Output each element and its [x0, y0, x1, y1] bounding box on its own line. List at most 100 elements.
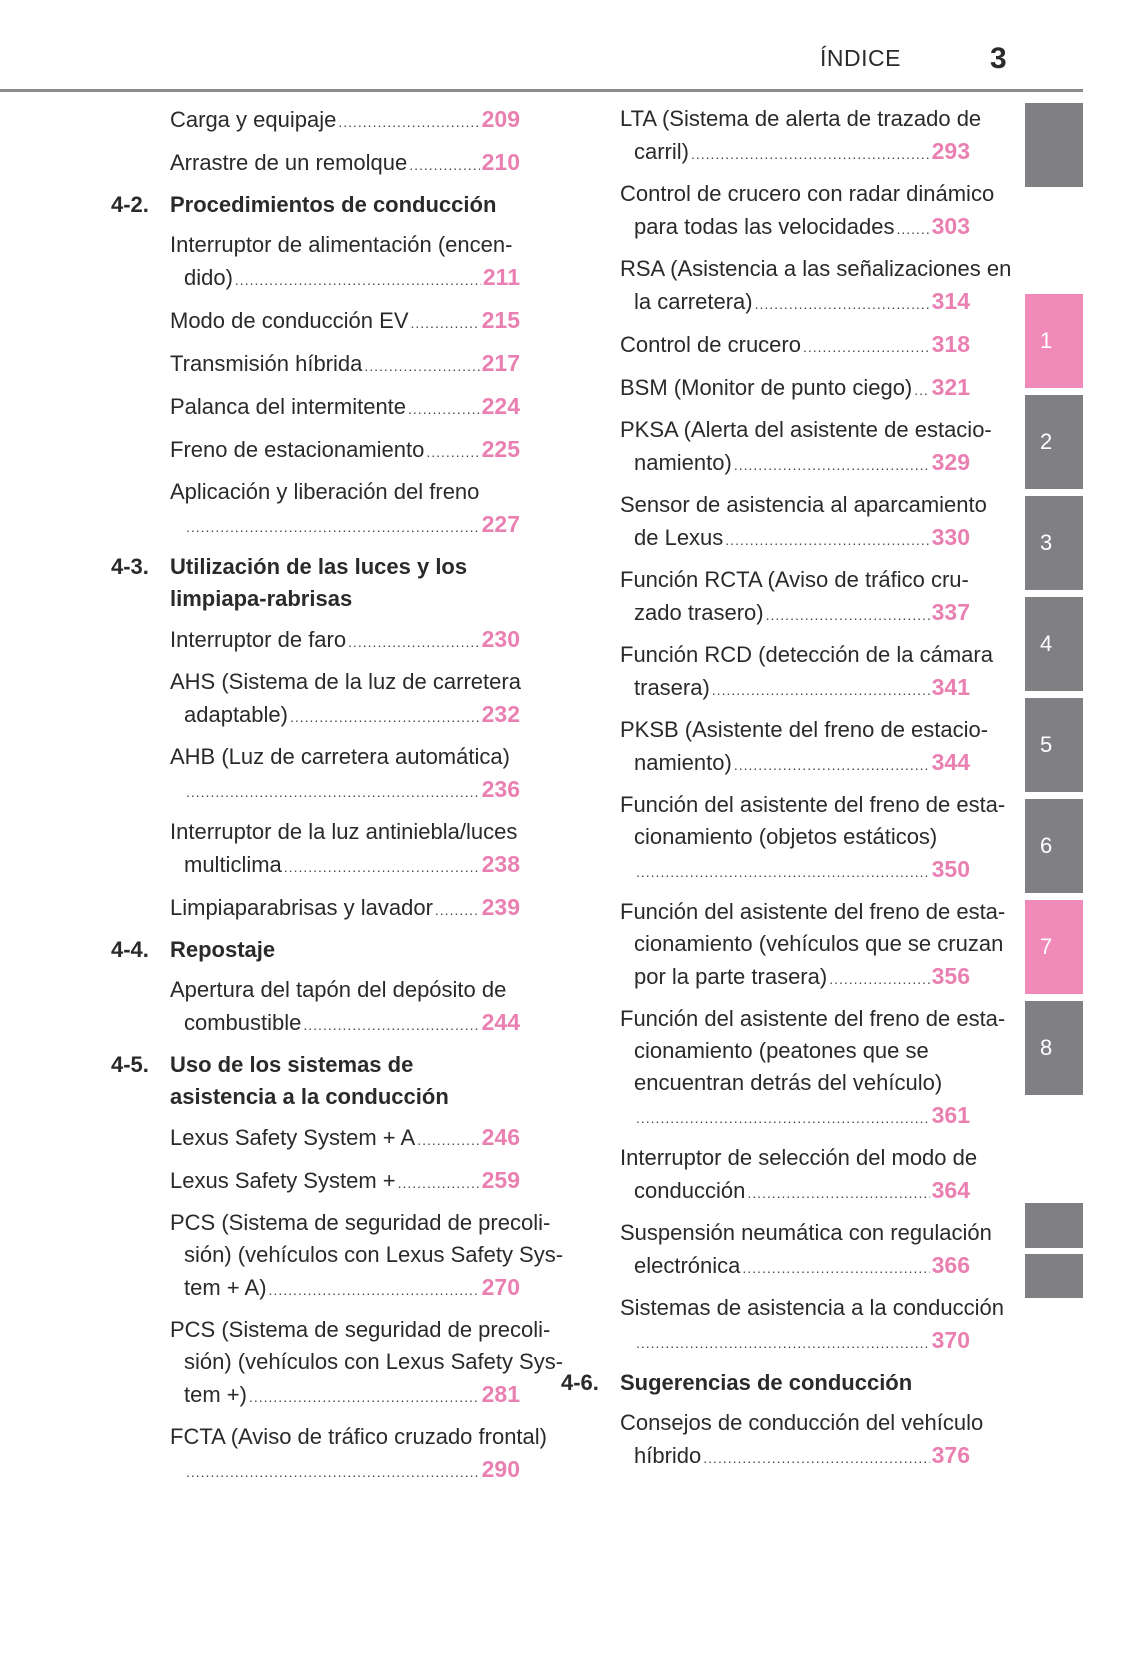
chapter-tab-8[interactable]: 8 [1025, 1001, 1083, 1095]
page-reference[interactable]: 329 [931, 449, 970, 475]
page-reference[interactable]: 227 [481, 511, 520, 537]
dot-leader [398, 1167, 480, 1199]
page-reference[interactable]: 350 [931, 856, 970, 882]
dot-leader [691, 138, 930, 170]
entry-last-line: Carga y equipaje 209 [170, 103, 520, 138]
toc-entry[interactable]: Sensor de asistencia al aparcamiento de L… [620, 489, 987, 556]
chapter-tab-3[interactable]: 3 [1025, 496, 1083, 590]
toc-entry[interactable]: Aplicación y liberación del freno227 [170, 476, 520, 543]
toc-entry[interactable]: Consejos de conducción del vehículo híbri… [620, 1407, 983, 1474]
section-title: Repostaje [170, 937, 276, 962]
entry-text-line: PCS (Sistema de seguridad de precoli- [170, 1210, 551, 1235]
dot-leader [186, 776, 480, 808]
toc-entry[interactable]: Lexus Safety System + 259 [170, 1164, 520, 1199]
entry-last-line: conducción 364 [620, 1174, 970, 1209]
chapter-tab-7[interactable]: 7 [1025, 900, 1083, 994]
page-reference[interactable]: 344 [931, 749, 970, 775]
page-reference[interactable]: 232 [481, 701, 520, 727]
page-reference[interactable]: 209 [481, 106, 520, 132]
toc-entry[interactable]: Freno de estacionamiento 225 [170, 433, 520, 468]
page-reference[interactable]: 270 [481, 1274, 520, 1300]
toc-entry[interactable]: Función RCD (detección de la cámara trase… [620, 639, 993, 706]
page-reference[interactable]: 361 [931, 1102, 970, 1128]
page-reference[interactable]: 217 [481, 350, 520, 376]
page-reference[interactable]: 290 [481, 1456, 520, 1482]
page-reference[interactable]: 211 [482, 264, 520, 290]
toc-entry[interactable]: Modo de conducción EV 215 [170, 304, 520, 339]
toc-entry[interactable]: Carga y equipaje 209 [170, 103, 520, 138]
page-reference[interactable]: 341 [931, 674, 970, 700]
toc-entry[interactable]: Apertura del tapón del depósito de combus… [170, 974, 520, 1041]
chapter-tab-4[interactable]: 4 [1025, 597, 1083, 691]
page-reference[interactable]: 356 [931, 963, 970, 989]
toc-entry[interactable]: Sistemas de asistencia a la conducción 37… [620, 1292, 1004, 1359]
toc-entry[interactable]: Control de crucero con radar dinámico par… [620, 178, 994, 245]
entry-last-line: Freno de estacionamiento 225 [170, 433, 520, 468]
toc-entry[interactable]: PKSA (Alerta del asistente de estacio-na… [620, 414, 992, 481]
page-reference[interactable]: 225 [481, 436, 520, 462]
toc-entry[interactable]: Interruptor de faro 230 [170, 623, 520, 658]
entry-last-line: zado trasero) 337 [620, 596, 970, 631]
header-divider [0, 89, 1083, 92]
chapter-tab-5[interactable]: 5 [1025, 698, 1083, 792]
toc-entry[interactable]: AHS (Sistema de la luz de carretera adapt… [170, 666, 521, 733]
page-reference[interactable]: 246 [481, 1124, 520, 1150]
page-reference[interactable]: 303 [931, 213, 970, 239]
toc-entry[interactable]: Interruptor de selección del modo de cond… [620, 1142, 977, 1209]
toc-entry[interactable]: Lexus Safety System + A 246 [170, 1121, 520, 1156]
entry-text-line: Lexus Safety System + [170, 1168, 396, 1193]
chapter-tab[interactable] [1025, 1254, 1083, 1298]
page-reference[interactable]: 293 [931, 138, 970, 164]
page-reference[interactable]: 314 [931, 288, 970, 314]
section-heading: 4-2. Procedimientos de conducción [111, 189, 520, 221]
toc-entry[interactable]: Función RCTA (Aviso de tráfico cru-zado … [620, 564, 970, 631]
page-reference[interactable]: 364 [931, 1177, 970, 1203]
page-reference[interactable]: 330 [931, 524, 970, 550]
chapter-tab-1[interactable]: 1 [1025, 294, 1083, 388]
page-reference[interactable]: 318 [931, 331, 970, 357]
page-reference[interactable]: 244 [481, 1009, 520, 1035]
page-reference[interactable]: 238 [481, 851, 520, 877]
toc-entry[interactable]: Suspensión neumática con regulación elect… [620, 1217, 992, 1284]
chapter-tab[interactable] [1025, 1203, 1083, 1248]
page-reference[interactable]: 215 [481, 307, 520, 333]
chapter-tab-2[interactable]: 2 [1025, 395, 1083, 489]
page-reference[interactable]: 337 [931, 599, 970, 625]
toc-entry[interactable]: RSA (Asistencia a las señalizaciones en l… [620, 253, 1011, 320]
toc-entry[interactable]: AHB (Luz de carretera automática) 236 [170, 741, 520, 808]
page-reference[interactable]: 239 [481, 894, 520, 920]
entry-text-line: Limpiaparabrisas y lavador [170, 895, 433, 920]
page-reference[interactable]: 281 [481, 1381, 520, 1407]
page-reference[interactable]: 376 [931, 1442, 970, 1468]
page-reference[interactable]: 230 [481, 626, 520, 652]
toc-entry[interactable]: PKSB (Asistente del freno de estacio-nam… [620, 714, 988, 781]
toc-entry[interactable]: Arrastre de un remolque 210 [170, 146, 520, 181]
toc-entry[interactable]: Función del asistente del freno de esta-… [620, 896, 1005, 995]
page-reference[interactable]: 236 [481, 776, 520, 802]
page-reference[interactable]: 321 [931, 374, 970, 400]
entry-text-line: sión) (vehículos con Lexus Safety Sys- [184, 1242, 564, 1267]
toc-entry[interactable]: Interruptor de alimentación (encen-dido)… [170, 229, 520, 296]
toc-entry[interactable]: Interruptor de la luz antiniebla/luces mu… [170, 816, 520, 883]
page-reference[interactable]: 224 [481, 393, 520, 419]
toc-entry[interactable]: Transmisión híbrida 217 [170, 347, 520, 382]
entry-last-line: la carretera) 314 [620, 285, 970, 320]
toc-entry[interactable]: PCS (Sistema de seguridad de precoli-sió… [170, 1207, 564, 1306]
dot-leader [417, 1124, 479, 1156]
page-reference[interactable]: 370 [931, 1327, 970, 1353]
page-reference[interactable]: 259 [481, 1167, 520, 1193]
chapter-tab-6[interactable]: 6 [1025, 799, 1083, 893]
toc-entry[interactable]: Control de crucero 318 [620, 328, 970, 363]
toc-entry[interactable]: PCS (Sistema de seguridad de precoli-sió… [170, 1314, 563, 1413]
toc-entry[interactable]: FCTA (Aviso de tráfico cruzado frontal) 2… [170, 1421, 547, 1488]
toc-entry[interactable]: Palanca del intermitente 224 [170, 390, 520, 425]
toc-entry[interactable]: Función del asistente del freno de esta-… [620, 1003, 1005, 1134]
chapter-tab[interactable] [1025, 103, 1083, 187]
page-reference[interactable]: 210 [481, 149, 520, 175]
page-reference[interactable]: 366 [931, 1252, 970, 1278]
toc-entry[interactable]: LTA (Sistema de alerta de trazado de carr… [620, 103, 981, 170]
entry-text-line: por la parte trasera) [634, 964, 828, 989]
toc-entry[interactable]: Función del asistente del freno de esta-… [620, 789, 1005, 888]
toc-entry[interactable]: BSM (Monitor de punto ciego) 321 [620, 371, 970, 406]
toc-entry[interactable]: Limpiaparabrisas y lavador 239 [170, 891, 520, 926]
